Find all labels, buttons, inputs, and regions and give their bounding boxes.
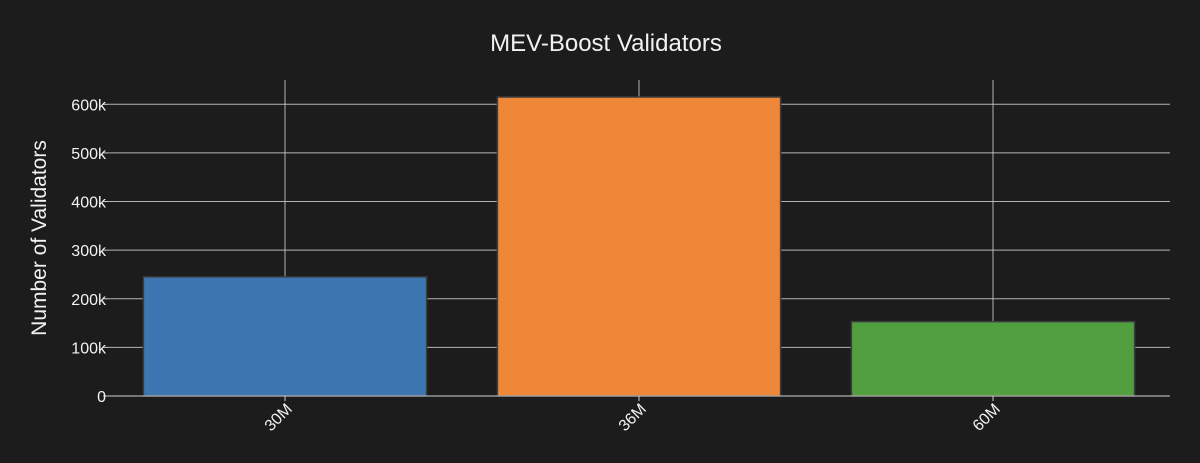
y-tick-label: 600k [71,97,107,114]
y-tick-label: 200k [71,292,107,309]
x-tick-label: 36M [616,401,650,435]
bar-36m [496,96,782,397]
y-axis-label: Number of Validators [28,140,51,336]
y-tick-label: 0 [97,389,106,406]
x-tick-label: 60M [970,401,1004,435]
bar-30m [142,276,428,397]
chart-title: MEV-Boost Validators [490,30,722,57]
bars-layer [142,96,1136,397]
x-tick-label: 30M [262,401,296,435]
y-tick-label: 400k [71,195,107,212]
y-tick-label: 100k [71,340,107,357]
y-tick-label: 300k [71,243,107,260]
bar-60m [850,320,1136,397]
y-tick-label: 500k [71,146,107,163]
